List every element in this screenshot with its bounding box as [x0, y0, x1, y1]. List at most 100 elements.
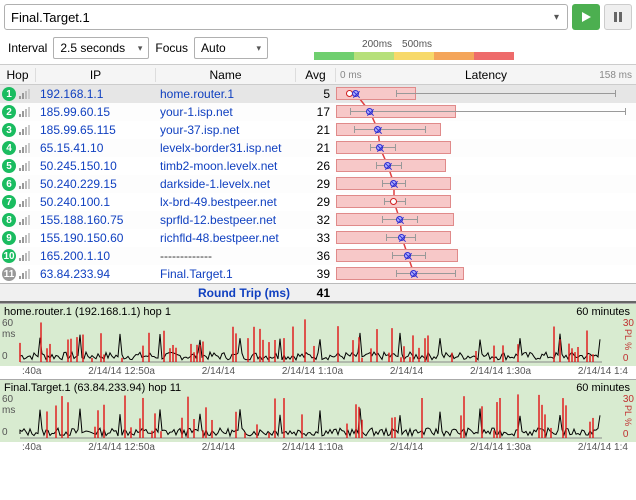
hop-badge: 6	[2, 177, 16, 191]
table-row[interactable]: 2 185.99.60.15 your-1.isp.net 17	[0, 103, 636, 121]
ip-cell[interactable]: 155.188.160.75	[36, 213, 156, 227]
name-cell[interactable]: your-1.isp.net	[156, 105, 296, 119]
bars-icon	[18, 178, 32, 190]
latency-cell	[336, 229, 636, 247]
name-cell[interactable]: your-37.isp.net	[156, 123, 296, 137]
latency-cell	[336, 139, 636, 157]
y-axis-left: 60ms0	[2, 318, 15, 362]
ip-cell[interactable]: 192.168.1.1	[36, 87, 156, 101]
name-cell[interactable]: sprfld-12.bestpeer.net	[156, 213, 296, 227]
col-avg[interactable]: Avg	[296, 68, 336, 82]
table-row[interactable]: 8 155.188.160.75 sprfld-12.bestpeer.net …	[0, 211, 636, 229]
ip-cell[interactable]: 155.190.150.60	[36, 231, 156, 245]
name-cell[interactable]: darkside-1.levelx.net	[156, 177, 296, 191]
avg-cell: 17	[296, 105, 336, 119]
hop-badge: 1	[2, 87, 16, 101]
ts-duration: 60 minutes	[576, 382, 630, 394]
avg-cell: 29	[296, 195, 336, 209]
focus-value: Auto	[201, 41, 226, 55]
table-row[interactable]: 6 50.240.229.15 darkside-1.levelx.net 29	[0, 175, 636, 193]
latency-cell	[336, 211, 636, 229]
col-name[interactable]: Name	[156, 68, 296, 82]
avg-cell: 39	[296, 267, 336, 281]
timeseries-block[interactable]: home.router.1 (192.168.1.1) hop 1 60 minu…	[0, 303, 636, 379]
ip-cell[interactable]: 185.99.65.115	[36, 123, 156, 137]
name-cell[interactable]: timb2-moon.levelx.net	[156, 159, 296, 173]
table-row[interactable]: 1 192.168.1.1 home.router.1 5	[0, 85, 636, 103]
table-row[interactable]: 3 185.99.65.115 your-37.isp.net 21	[0, 121, 636, 139]
hop-badge: 11	[2, 267, 16, 281]
bars-icon	[18, 124, 32, 136]
hops-table: Hop IP Name Avg Latency 0 ms 158 ms 1 19…	[0, 64, 636, 303]
summary-label: Round Trip (ms)	[0, 286, 296, 300]
interval-label: Interval	[8, 41, 47, 55]
interval-value: 2.5 seconds	[60, 41, 125, 55]
col-ip[interactable]: IP	[36, 68, 156, 82]
avg-cell: 26	[296, 159, 336, 173]
timeseries-block[interactable]: Final.Target.1 (63.84.233.94) hop 11 60 m…	[0, 379, 636, 455]
target-select[interactable]: Final.Target.1	[4, 4, 568, 30]
table-header: Hop IP Name Avg Latency 0 ms 158 ms	[0, 65, 636, 85]
y-axis-right: 30PL %0	[623, 318, 634, 364]
name-cell[interactable]: home.router.1	[156, 87, 296, 101]
summary-value: 41	[296, 286, 336, 300]
interval-select[interactable]: 2.5 seconds	[53, 37, 149, 59]
avg-cell: 33	[296, 231, 336, 245]
ip-cell[interactable]: 50.245.150.10	[36, 159, 156, 173]
pause-button[interactable]	[604, 4, 632, 30]
x-axis: :40a2/14/14 12:50a2/14/142/14/14 1:10a2/…	[0, 442, 636, 455]
table-row[interactable]: 7 50.240.100.1 lx-brd-49.bestpeer.net 29	[0, 193, 636, 211]
ip-cell[interactable]: 50.240.100.1	[36, 195, 156, 209]
avg-cell: 32	[296, 213, 336, 227]
bars-icon	[18, 160, 32, 172]
table-row[interactable]: 10 165.200.1.10 ------------- 36	[0, 247, 636, 265]
focus-label: Focus	[155, 41, 188, 55]
bars-icon	[18, 142, 32, 154]
latency-legend: 200ms 500ms	[314, 36, 514, 60]
name-cell[interactable]: Final.Target.1	[156, 267, 296, 281]
target-value: Final.Target.1	[11, 10, 90, 25]
name-cell[interactable]: -------------	[156, 249, 296, 263]
name-cell[interactable]: richfld-48.bestpeer.net	[156, 231, 296, 245]
bars-icon	[18, 268, 32, 280]
latency-cell	[336, 193, 636, 211]
ts-duration: 60 minutes	[576, 306, 630, 318]
ts-chart	[0, 394, 636, 442]
bars-icon	[18, 196, 32, 208]
latency-cell	[336, 247, 636, 265]
col-hop[interactable]: Hop	[0, 68, 36, 82]
bars-icon	[18, 250, 32, 262]
table-row[interactable]: 5 50.245.150.10 timb2-moon.levelx.net 26	[0, 157, 636, 175]
y-axis-right: 30PL %0	[623, 394, 634, 440]
play-button[interactable]	[572, 4, 600, 30]
name-cell[interactable]: lx-brd-49.bestpeer.net	[156, 195, 296, 209]
play-icon	[580, 11, 592, 23]
ts-chart	[0, 318, 636, 366]
hop-badge: 8	[2, 213, 16, 227]
ip-cell[interactable]: 65.15.41.10	[36, 141, 156, 155]
ip-cell[interactable]: 50.240.229.15	[36, 177, 156, 191]
table-row[interactable]: 11 63.84.233.94 Final.Target.1 39	[0, 265, 636, 283]
bars-icon	[18, 232, 32, 244]
hop-badge: 9	[2, 231, 16, 245]
col-latency[interactable]: Latency 0 ms 158 ms	[336, 68, 636, 82]
latency-cell	[336, 265, 636, 283]
name-cell[interactable]: levelx-border31.isp.net	[156, 141, 296, 155]
bars-icon	[18, 88, 32, 100]
ip-cell[interactable]: 63.84.233.94	[36, 267, 156, 281]
table-row[interactable]: 9 155.190.150.60 richfld-48.bestpeer.net…	[0, 229, 636, 247]
avg-cell: 21	[296, 123, 336, 137]
ts-title: Final.Target.1 (63.84.233.94) hop 11	[4, 382, 181, 394]
hop-badge: 4	[2, 141, 16, 155]
hop-badge: 2	[2, 105, 16, 119]
focus-select[interactable]: Auto	[194, 37, 268, 59]
table-row[interactable]: 4 65.15.41.10 levelx-border31.isp.net 21	[0, 139, 636, 157]
pause-icon	[613, 11, 623, 23]
ip-cell[interactable]: 185.99.60.15	[36, 105, 156, 119]
latency-cell	[336, 175, 636, 193]
ts-title: home.router.1 (192.168.1.1) hop 1	[4, 306, 171, 318]
avg-cell: 21	[296, 141, 336, 155]
hop-badge: 7	[2, 195, 16, 209]
hop-badge: 5	[2, 159, 16, 173]
ip-cell[interactable]: 165.200.1.10	[36, 249, 156, 263]
